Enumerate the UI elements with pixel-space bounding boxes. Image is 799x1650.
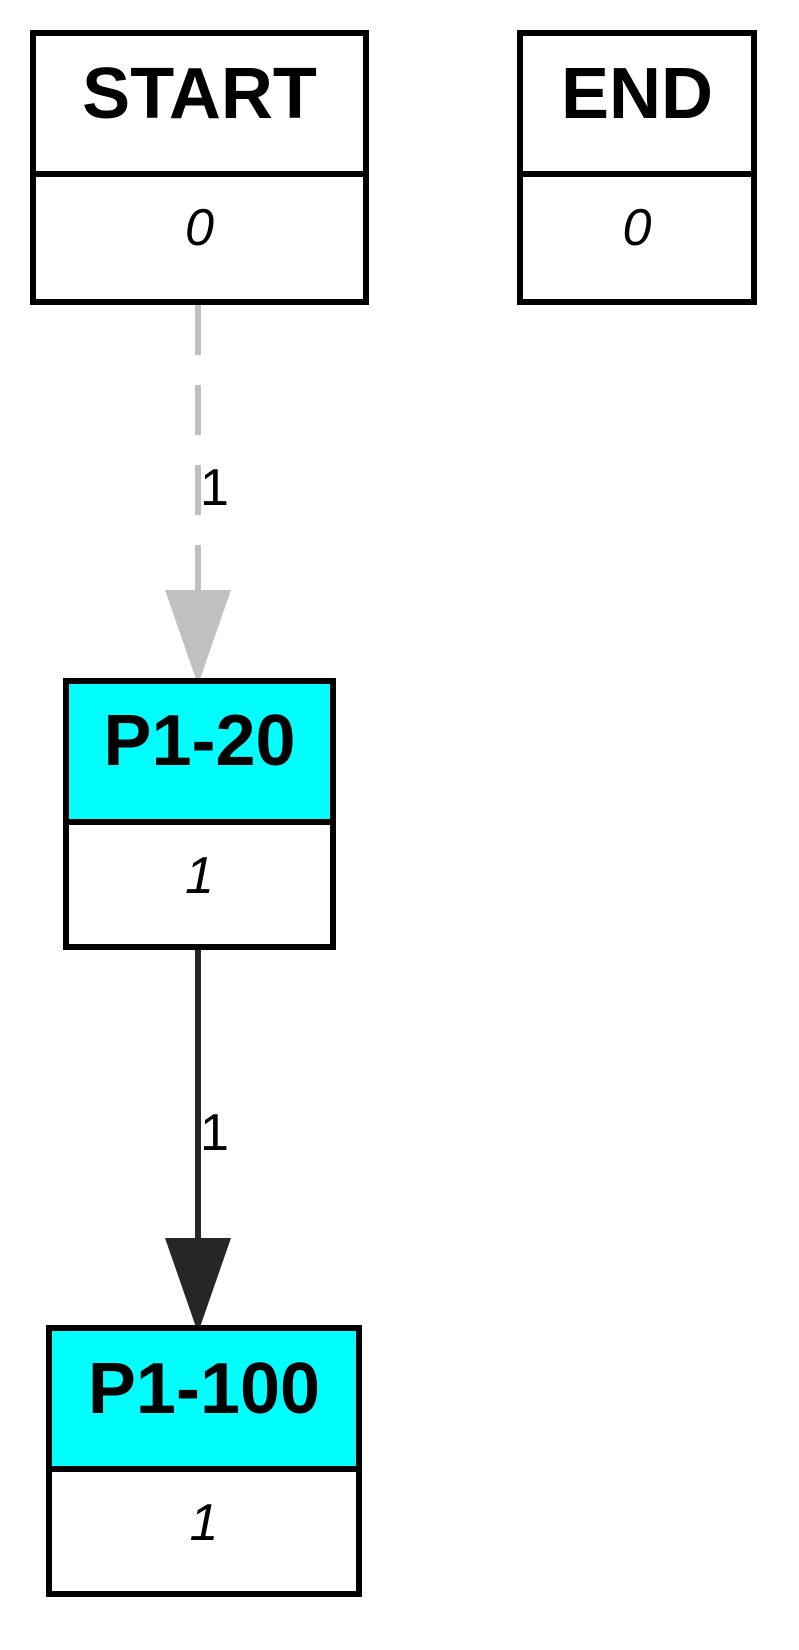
node-start-count: 0: [185, 199, 214, 257]
node-p1-20-header: [66, 681, 333, 822]
node-p1-100-header: [49, 1328, 359, 1469]
node-end-title: END: [561, 54, 713, 134]
node-start-title: START: [82, 54, 317, 134]
edge-start-to-p1-20-arrowhead: [165, 590, 231, 685]
node-p1-100-body: [49, 1469, 359, 1594]
node-end[interactable]: END 0: [517, 30, 757, 305]
node-end-count: 0: [623, 199, 652, 257]
edge-p1-20-to-p1-100-label: 1: [200, 1104, 229, 1162]
node-p1-20-count: 1: [185, 847, 214, 905]
edge-p1-20-to-p1-100-arrowhead: [165, 1238, 231, 1333]
edge-start-to-p1-20-label: 1: [200, 459, 229, 517]
node-start[interactable]: START 0: [30, 30, 369, 305]
node-p1-100-box: [46, 1325, 362, 1597]
node-p1-100-title: P1-100: [88, 1349, 320, 1429]
node-p1-20-body: [66, 822, 333, 947]
node-p1-20-title: P1-20: [103, 701, 295, 781]
edge-start-to-p1-20: 1: [165, 305, 231, 685]
node-end-box: [517, 30, 757, 305]
node-p1-20[interactable]: P1-20 1: [63, 678, 336, 950]
node-p1-20-box: [63, 678, 336, 950]
node-p1-100[interactable]: P1-100 1: [46, 1325, 362, 1597]
edge-p1-20-to-p1-100: 1: [165, 945, 231, 1333]
node-p1-100-count: 1: [190, 1494, 219, 1552]
node-start-box: [30, 30, 369, 305]
